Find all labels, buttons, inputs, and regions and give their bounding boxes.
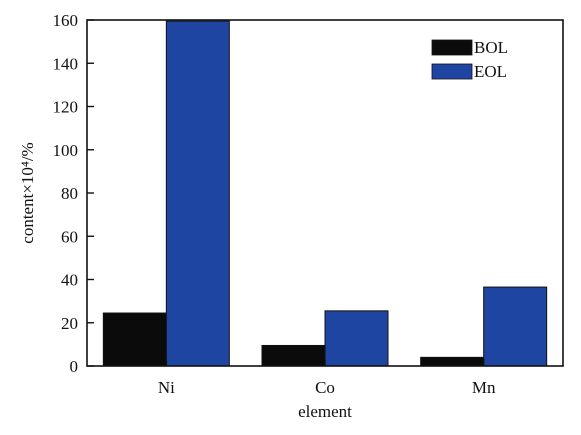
y-tick-label: 80 — [61, 184, 78, 203]
y-tick-label: 120 — [53, 98, 79, 117]
y-tick-label: 100 — [53, 141, 79, 160]
bar-bol-ni — [102, 312, 167, 367]
y-tick-label: 40 — [61, 271, 78, 290]
y-tick-label: 60 — [61, 227, 78, 246]
y-axis-label: content×10⁴/% — [18, 142, 37, 243]
legend-label-bol: BOL — [474, 38, 508, 57]
bar-bol-mn — [420, 356, 485, 367]
x-axis: Ni Co Mn — [158, 359, 496, 397]
x-axis-label: element — [298, 402, 352, 421]
legend-swatch-bol — [431, 39, 473, 56]
bar-eol-mn — [483, 286, 548, 367]
x-tick-label: Ni — [158, 378, 175, 397]
legend-label-eol: EOL — [474, 62, 507, 81]
x-tick-label: Co — [315, 378, 335, 397]
bars-group — [102, 20, 548, 367]
bar-bol-co — [261, 344, 326, 367]
y-tick-label: 20 — [61, 314, 78, 333]
x-tick-label: Mn — [472, 378, 496, 397]
y-tick-label: 160 — [53, 11, 79, 30]
bar-eol-ni — [165, 20, 230, 367]
y-tick-label: 140 — [53, 54, 79, 73]
legend-swatch-eol — [431, 63, 473, 80]
bar-eol-co — [324, 310, 389, 367]
legend: BOL EOL — [431, 38, 508, 81]
y-tick-label: 0 — [70, 357, 79, 376]
plot-frame — [86, 19, 564, 367]
